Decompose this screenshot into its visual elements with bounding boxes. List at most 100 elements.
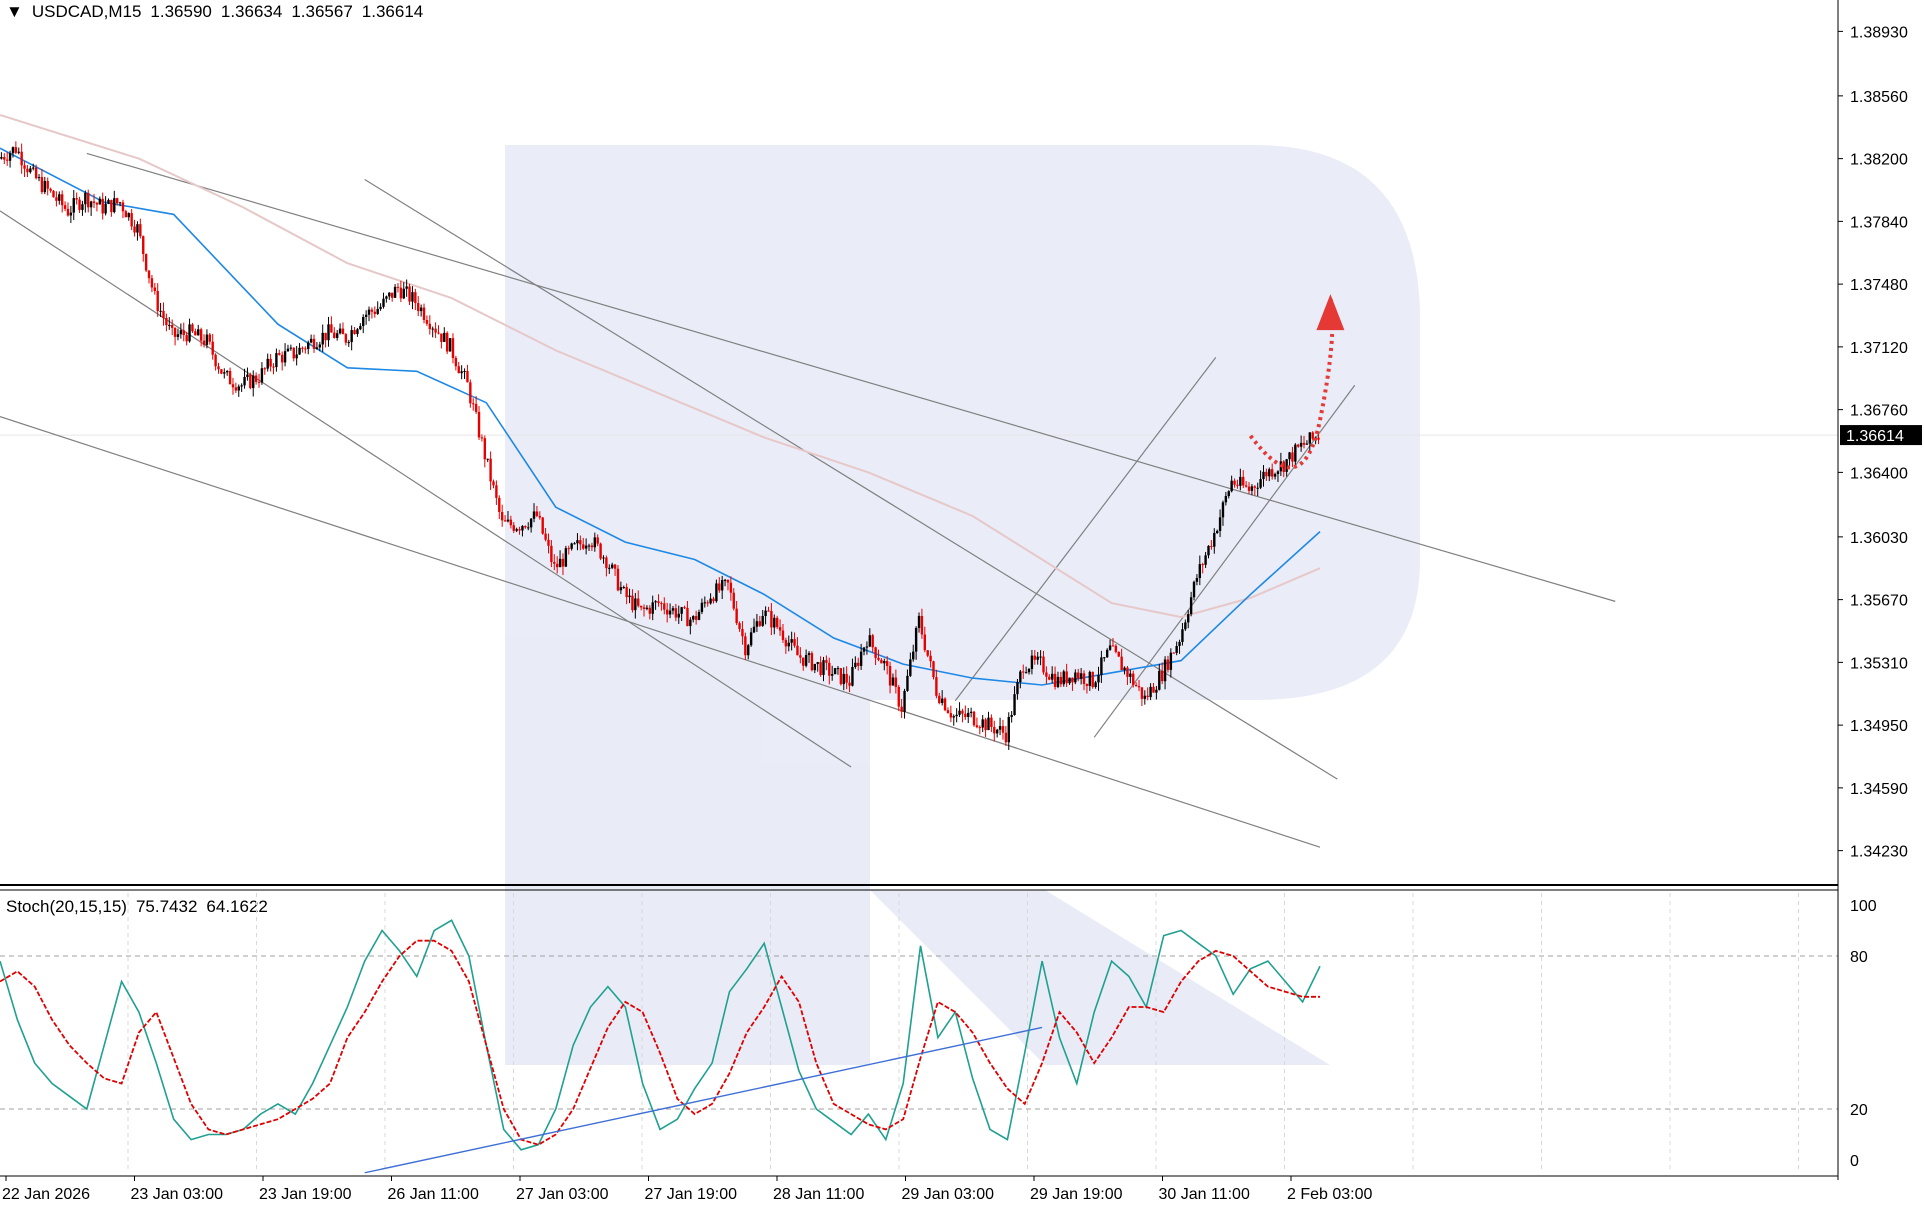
candle <box>943 697 947 712</box>
candle-body <box>720 580 724 591</box>
candle <box>567 545 570 555</box>
candle-body <box>796 645 799 656</box>
candle-body <box>417 303 420 312</box>
candle <box>830 665 834 681</box>
candle-body <box>810 653 814 671</box>
candle-body <box>341 328 345 335</box>
candle-body <box>1317 437 1320 440</box>
candle <box>515 527 518 533</box>
candle <box>1169 648 1173 678</box>
time-tick-label: 23 Jan 03:00 <box>131 1186 224 1203</box>
candle-body <box>816 662 819 664</box>
candle-body <box>32 167 35 169</box>
price-tick-label: 1.38560 <box>1850 89 1908 106</box>
candle-body <box>295 354 298 359</box>
candle <box>327 316 330 347</box>
candle-body <box>110 199 113 213</box>
candle-body <box>1198 564 1202 579</box>
candle <box>822 656 825 682</box>
candle <box>1010 711 1013 723</box>
candle <box>20 143 23 174</box>
candle <box>877 649 880 662</box>
candle-body <box>532 511 536 519</box>
candle-body <box>1126 667 1129 677</box>
candle-body <box>431 328 434 330</box>
candle <box>958 702 961 718</box>
trend-line[interactable] <box>86 152 1616 602</box>
candle-body <box>220 369 223 374</box>
candle <box>871 633 874 653</box>
candle <box>1053 666 1057 690</box>
candle <box>69 205 73 223</box>
candle-body <box>668 610 672 615</box>
candle <box>1239 468 1242 491</box>
candle <box>995 728 999 738</box>
candle <box>1224 491 1228 506</box>
trend-line[interactable] <box>0 416 1321 848</box>
candle <box>969 707 973 718</box>
candle <box>1036 651 1039 665</box>
candle <box>816 661 819 672</box>
candle <box>78 196 81 214</box>
candle-body <box>1053 673 1057 687</box>
candle <box>932 660 935 680</box>
symbol-dropdown-icon[interactable]: ▼ <box>6 2 23 21</box>
candle <box>1094 680 1097 689</box>
candle-body <box>1233 480 1236 485</box>
candle-body <box>1302 442 1306 445</box>
candle-body <box>43 180 47 193</box>
candle-body <box>382 298 385 307</box>
time-tick-label: 29 Jan 03:00 <box>902 1186 995 1203</box>
candle-body <box>683 607 686 609</box>
candle-body <box>393 286 397 298</box>
candle <box>616 565 620 592</box>
candle <box>170 319 174 336</box>
candle-body <box>454 358 458 367</box>
candle <box>489 451 492 490</box>
candle-body <box>712 598 715 602</box>
candle-body <box>770 611 773 628</box>
candle <box>839 667 843 686</box>
candle <box>778 619 782 636</box>
candle <box>130 208 133 231</box>
candle-body <box>1105 649 1109 658</box>
candle <box>191 322 194 334</box>
candle <box>1022 664 1025 679</box>
candle-body <box>723 579 727 581</box>
candle <box>370 307 374 319</box>
candle <box>1105 648 1109 658</box>
candle-body <box>379 306 382 309</box>
trend-line[interactable] <box>954 356 1217 702</box>
candle <box>434 322 437 339</box>
candle <box>729 576 733 601</box>
trend-line[interactable] <box>0 210 852 768</box>
candle <box>217 362 220 374</box>
candle-body <box>645 607 649 609</box>
candle <box>964 705 967 720</box>
candle <box>663 597 666 615</box>
candle <box>156 283 159 317</box>
candle-body <box>217 366 220 370</box>
stoch-trend-line[interactable] <box>364 1026 1043 1174</box>
candle <box>787 635 790 652</box>
candle-body <box>883 660 886 664</box>
candle <box>689 617 692 635</box>
candle-body <box>767 610 770 612</box>
trend-line[interactable] <box>364 179 1338 780</box>
candle-body <box>1077 672 1080 679</box>
candle-body <box>787 642 790 647</box>
candle <box>165 313 168 332</box>
candle <box>388 292 391 300</box>
candle <box>665 602 669 623</box>
candle-body <box>362 317 365 327</box>
candle <box>1007 712 1010 751</box>
candle-body <box>211 341 214 355</box>
candle <box>605 555 608 577</box>
candle-body <box>972 711 976 726</box>
candle-body <box>735 608 738 624</box>
candle <box>1207 545 1210 559</box>
candle-body <box>179 330 183 335</box>
candle-body <box>1236 484 1239 486</box>
candle <box>26 165 29 177</box>
